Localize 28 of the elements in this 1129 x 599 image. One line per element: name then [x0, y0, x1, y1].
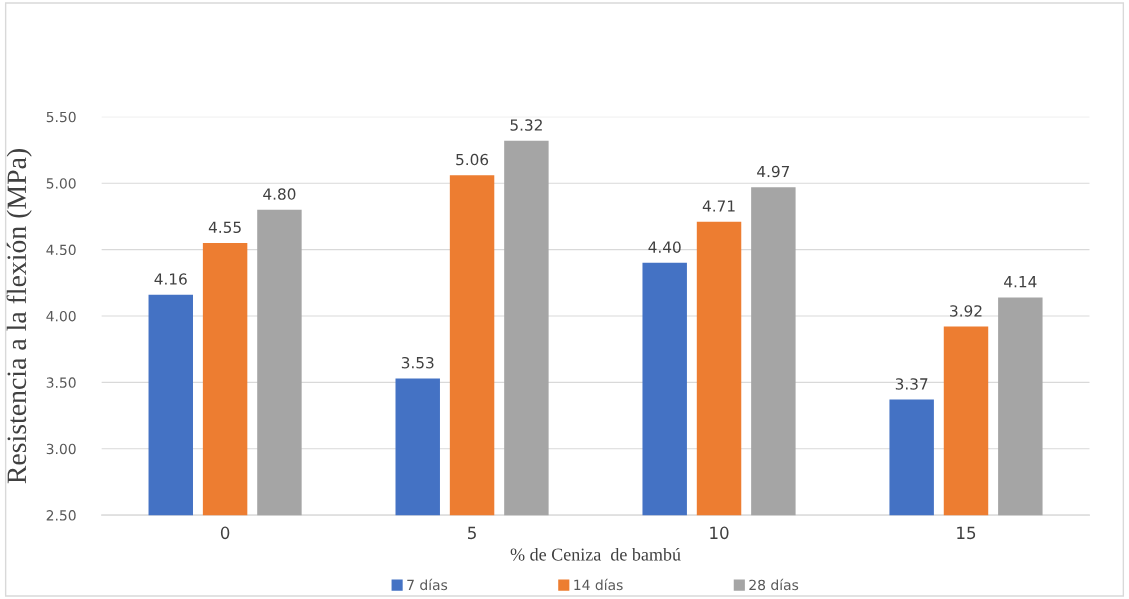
data-label: 3.53 — [401, 356, 434, 369]
legend-label: 14 días — [574, 578, 623, 591]
y-tick-label: 5.50 — [46, 111, 76, 123]
data-label: 4.71 — [702, 200, 735, 212]
y-tick-label: 4.00 — [46, 310, 76, 322]
data-label: 4.40 — [648, 241, 681, 253]
x-tick-label: 15 — [957, 526, 976, 540]
y-axis-title: Resistencia a la flexión (MPa) — [6, 149, 32, 484]
y-tick-label: 3.50 — [46, 377, 76, 388]
data-label: 4.97 — [757, 165, 790, 178]
y-tick-label: 4.50 — [46, 244, 76, 256]
x-tick-label: 10 — [710, 526, 729, 540]
x-tick-label: 5 — [468, 526, 476, 540]
data-label: 4.80 — [263, 188, 296, 200]
y-tick-label: 5.00 — [46, 178, 76, 189]
legend-label: 28 días — [749, 578, 799, 591]
legend-label: 7 días — [407, 578, 448, 591]
x-axis-title: % de Ceniza de bambú — [510, 547, 681, 561]
data-label: 3.37 — [895, 378, 928, 390]
data-label: 4.16 — [154, 273, 187, 285]
data-label: 4.55 — [208, 221, 241, 234]
x-tick-label: 0 — [220, 526, 230, 540]
data-label: 4.14 — [1004, 276, 1037, 288]
y-tick-label: 3.00 — [46, 443, 76, 455]
data-label: 5.32 — [510, 119, 542, 131]
data-label: 5.06 — [456, 153, 489, 166]
y-tick-label: 2.50 — [46, 510, 76, 521]
data-label: 3.92 — [950, 305, 982, 317]
